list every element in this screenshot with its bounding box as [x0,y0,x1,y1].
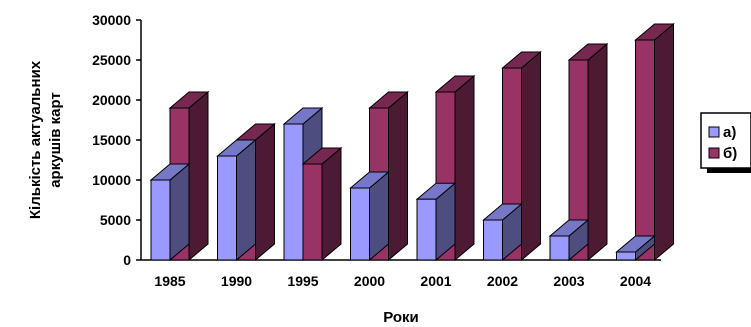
y-tick-label: 20000 [92,92,131,108]
bar-side [454,74,475,262]
x-tick-label: 2004 [620,273,651,289]
bar-front [635,39,655,261]
bar-side [521,50,541,262]
bar-front [568,59,589,261]
legend-swatch-a [708,126,720,138]
x-axis-title: Роки [383,309,419,326]
bar-series-b [567,42,609,262]
y-tick-label: 0 [123,252,131,268]
bar-side [236,138,256,262]
y-tick-label: 25000 [92,52,131,68]
bar-front [549,235,570,261]
legend-label-a: а) [723,124,736,141]
x-tick-label: 1990 [221,273,252,289]
x-tick-label: 2003 [553,273,584,289]
bar-front [217,155,237,261]
x-tick-label: 1995 [287,273,318,289]
bar-side [388,90,408,262]
y-tick-label: 10000 [92,172,131,188]
bar-front [283,123,304,261]
bar-front [616,251,636,261]
bar-series-a [482,202,523,262]
bar-series-b [301,146,343,262]
bar-front [483,219,503,261]
x-tick-label: 2000 [354,273,385,289]
bar-side [188,90,209,262]
legend-box [700,112,751,169]
bar-series-a [216,138,257,262]
y-tick-label: 15000 [92,132,131,148]
bar-side [587,42,608,262]
bar-side [654,22,674,262]
y-tick-label: 5000 [100,212,131,228]
bar-side [255,122,275,262]
bar-series-a [149,162,191,262]
bar-series-a [548,218,590,262]
bar-series-b [634,22,675,262]
y-axis-title-line-2: аркушів карт [47,92,64,188]
legend-swatch-b [708,147,720,159]
bar-series-a [415,182,457,262]
x-tick-labels: 1985 1990 1995 2000 2001 2002 2003 2004 [154,273,651,289]
x-tick-label: 1985 [154,273,185,289]
x-tick-label: 2002 [487,273,518,289]
bar-series-a [349,170,390,262]
x-tick-label: 2001 [420,273,451,289]
bar-front [350,187,370,261]
bar-front [302,163,323,261]
bar-side [169,162,190,262]
y-tick-labels: 0 5000 10000 15000 20000 25000 30000 [92,12,141,268]
bar-front [150,179,171,261]
bars [149,22,675,262]
legend-label-b: б) [723,145,737,162]
legend: а) б) [700,112,751,173]
bar-series-a [615,234,656,262]
y-axis-title-line-1: Кількість актуальних [27,60,44,219]
bar-front [416,198,437,261]
y-tick-label: 30000 [92,12,131,28]
bar-side [321,146,342,262]
